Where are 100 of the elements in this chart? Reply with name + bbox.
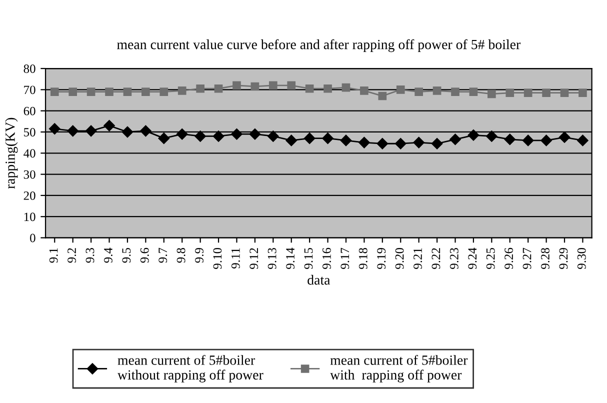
x-tick-label: 9.30 bbox=[577, 248, 586, 269]
point bbox=[232, 81, 241, 90]
point bbox=[178, 86, 186, 95]
point bbox=[286, 134, 297, 146]
x-tick-label: 9.16 bbox=[322, 248, 331, 269]
point bbox=[85, 125, 97, 137]
point bbox=[413, 136, 424, 148]
legend-label: mean current of 5#boiler with rapping off power bbox=[330, 354, 468, 382]
point bbox=[486, 130, 498, 142]
x-tick-label: 9.1 bbox=[49, 248, 58, 263]
y-tick-label: 40 bbox=[24, 149, 36, 158]
point bbox=[560, 88, 569, 98]
point bbox=[340, 134, 352, 146]
x-tick-label: 9.6 bbox=[140, 248, 149, 263]
point bbox=[104, 120, 115, 132]
point bbox=[504, 134, 516, 145]
point bbox=[469, 88, 478, 96]
y-tick-label: 10 bbox=[24, 212, 36, 222]
x-tick-label: 9.12 bbox=[250, 248, 258, 269]
x-tick-label: 9.5 bbox=[122, 248, 131, 263]
point bbox=[250, 82, 260, 91]
point bbox=[160, 88, 168, 96]
point bbox=[268, 130, 279, 142]
point bbox=[488, 90, 496, 98]
x-axis-title: data bbox=[308, 274, 330, 285]
point bbox=[322, 132, 334, 144]
x-tick-label: 9.10 bbox=[213, 248, 222, 269]
x-tick-label: 9.2 bbox=[68, 248, 76, 263]
x-tick-label: 9.27 bbox=[522, 248, 532, 269]
point bbox=[395, 138, 406, 150]
point bbox=[376, 138, 388, 150]
x-tick-label: 9.19 bbox=[377, 248, 386, 269]
y-tick-label: 80 bbox=[24, 64, 36, 73]
point bbox=[287, 81, 296, 90]
x-tick-label: 9.15 bbox=[304, 248, 313, 269]
point bbox=[524, 88, 532, 98]
x-tick-label: 9.8 bbox=[176, 248, 186, 263]
point bbox=[49, 123, 60, 134]
x-tick-label: 9.26 bbox=[504, 248, 514, 269]
y-axis-title: rapping(KV) bbox=[5, 118, 18, 189]
point bbox=[358, 136, 370, 148]
point bbox=[522, 134, 534, 146]
point bbox=[360, 86, 368, 95]
point bbox=[396, 86, 405, 94]
y-tick-label: 20 bbox=[24, 191, 36, 200]
y-tick-label: 30 bbox=[24, 170, 36, 179]
point bbox=[67, 125, 78, 137]
y-tick-label: 0 bbox=[30, 234, 36, 242]
chart-title: mean current value curve before and after rapping off power of 5# boiler bbox=[117, 39, 520, 52]
point bbox=[105, 88, 114, 96]
legend-label: mean current of 5#boiler without rapping off power bbox=[117, 354, 264, 382]
x-tick-label: 9.7 bbox=[158, 248, 168, 263]
point bbox=[414, 88, 423, 96]
point bbox=[214, 84, 223, 93]
x-tick-label: 9.14 bbox=[286, 248, 295, 269]
x-tick-label: 9.22 bbox=[432, 248, 440, 269]
point bbox=[451, 88, 460, 96]
point bbox=[158, 132, 170, 144]
point bbox=[86, 88, 96, 96]
point bbox=[249, 128, 261, 140]
point bbox=[68, 88, 78, 96]
x-tick-label: 9.29 bbox=[559, 248, 568, 269]
x-tick-label: 9.25 bbox=[486, 248, 495, 269]
point bbox=[324, 84, 332, 93]
point bbox=[432, 86, 442, 95]
point bbox=[304, 132, 316, 144]
point bbox=[450, 134, 461, 145]
x-tick-label: 9.17 bbox=[340, 248, 350, 269]
point bbox=[468, 130, 480, 141]
point bbox=[542, 88, 550, 98]
point bbox=[196, 84, 204, 93]
point bbox=[431, 138, 443, 150]
x-tick-label: 9.11 bbox=[231, 248, 240, 268]
point bbox=[142, 88, 150, 96]
x-tick-label: 9.20 bbox=[395, 248, 404, 269]
x-tick-label: 9.13 bbox=[268, 248, 276, 269]
x-tick-label: 9.23 bbox=[450, 248, 458, 269]
y-tick-label: 60 bbox=[24, 106, 36, 116]
x-tick-label: 9.28 bbox=[540, 248, 550, 269]
x-tick-label: 9.21 bbox=[414, 248, 422, 269]
point bbox=[577, 134, 588, 146]
point bbox=[123, 88, 132, 96]
point bbox=[140, 125, 152, 137]
point bbox=[212, 130, 224, 142]
point bbox=[176, 128, 188, 140]
x-tick-label: 9.4 bbox=[104, 248, 112, 263]
x-tick-label: 9.24 bbox=[468, 248, 477, 269]
point bbox=[50, 88, 59, 96]
point bbox=[122, 126, 134, 138]
point bbox=[378, 92, 387, 100]
y-tick-label: 50 bbox=[24, 128, 36, 136]
point bbox=[578, 88, 587, 98]
point bbox=[305, 84, 314, 93]
point bbox=[231, 128, 242, 140]
x-tick-label: 9.9 bbox=[195, 248, 204, 263]
x-tick-label: 9.18 bbox=[358, 248, 368, 269]
point bbox=[342, 83, 350, 92]
point bbox=[540, 134, 552, 146]
point bbox=[194, 130, 206, 142]
y-tick-label: 70 bbox=[24, 86, 36, 94]
